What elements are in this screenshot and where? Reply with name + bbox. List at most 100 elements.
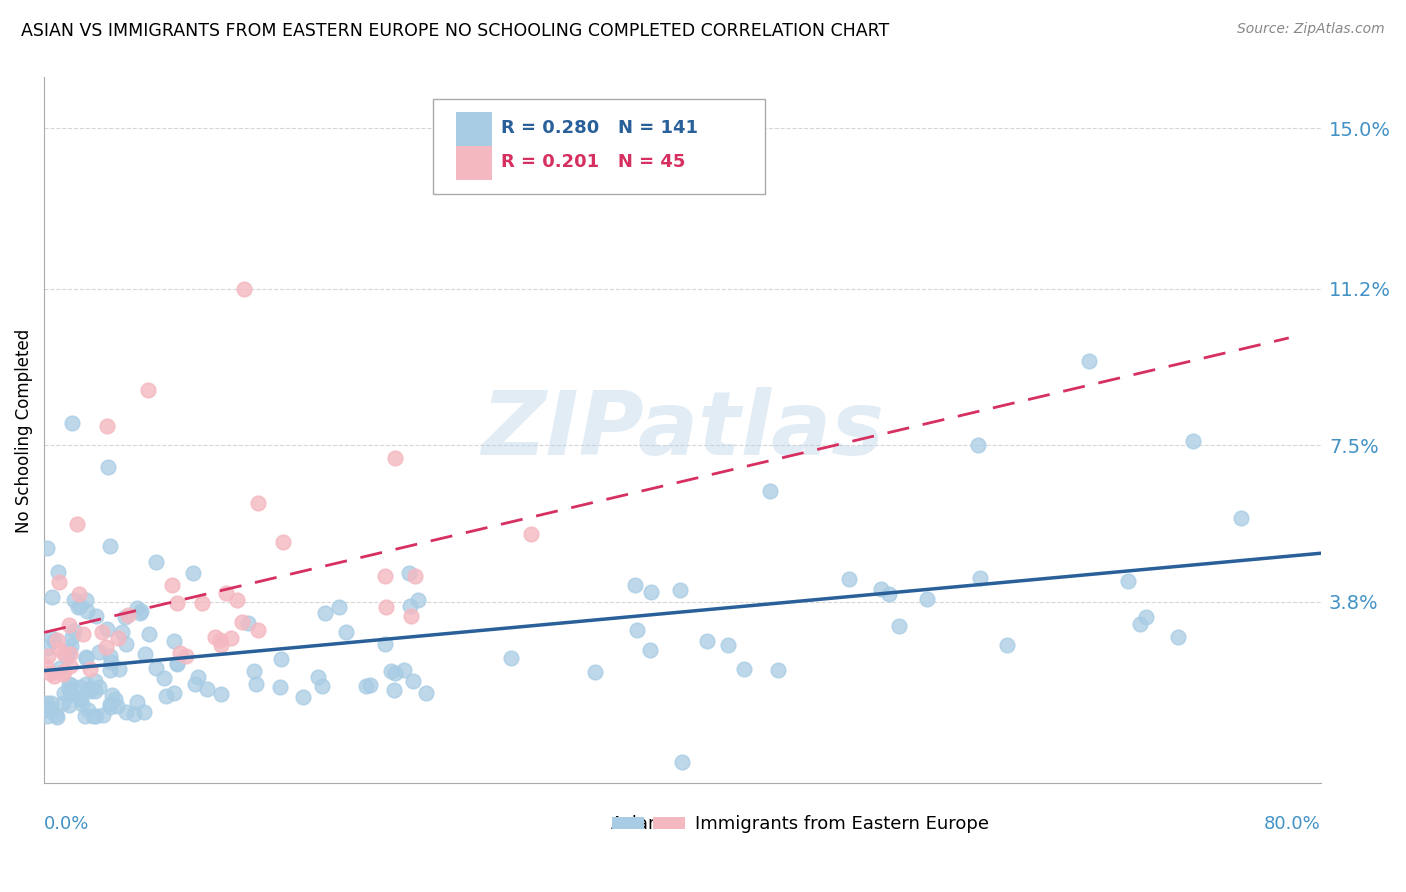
Point [79, 662, 101, 676]
Point [60, 639, 83, 653]
Point [67, 587, 90, 601]
Point [583, 665, 606, 679]
Point [49, 661, 72, 675]
Bar [457, 112, 492, 146]
Point [696, 634, 718, 648]
Point [733, 662, 755, 676]
Point [58, 682, 80, 697]
Point [404, 569, 426, 583]
Point [153, 671, 176, 685]
Point [328, 600, 350, 615]
FancyBboxPatch shape [433, 99, 765, 194]
Point [83, 684, 105, 698]
Point [392, 663, 415, 677]
Point [115, 705, 138, 719]
Point [59, 659, 82, 673]
Point [58, 681, 80, 696]
Point [98, 648, 121, 663]
Point [166, 656, 188, 670]
Text: ASIAN VS IMMIGRANTS FROM EASTERN EUROPE NO SCHOOLING COMPLETED CORRELATION CHART: ASIAN VS IMMIGRANTS FROM EASTERN EUROPE … [21, 22, 890, 40]
Point [41, 704, 63, 718]
Point [58, 644, 80, 658]
Point [246, 496, 269, 510]
Text: Immigrants from Eastern Europe: Immigrants from Eastern Europe [695, 815, 990, 833]
Point [37, 640, 59, 655]
Point [314, 606, 336, 620]
Point [53, 665, 76, 679]
Point [176, 648, 198, 663]
Point [69, 691, 91, 706]
Point [76, 604, 98, 618]
Point [58, 617, 80, 632]
Point [60, 687, 83, 701]
Point [520, 527, 543, 541]
Point [623, 578, 645, 592]
Point [108, 662, 131, 676]
Point [35, 659, 58, 673]
Point [271, 534, 294, 549]
Point [100, 655, 122, 669]
Point [75, 709, 97, 723]
Point [97, 459, 120, 474]
Point [75, 677, 97, 691]
Point [402, 674, 425, 689]
Point [145, 661, 167, 675]
Point [104, 692, 127, 706]
Text: 80.0%: 80.0% [1264, 815, 1320, 833]
Point [889, 619, 911, 633]
Point [82, 709, 104, 723]
Point [291, 690, 314, 704]
Point [307, 670, 329, 684]
Point [98, 539, 121, 553]
Point [100, 699, 122, 714]
Point [169, 646, 191, 660]
Point [915, 591, 938, 606]
Point [311, 679, 333, 693]
Point [1116, 574, 1139, 589]
Point [52, 696, 75, 710]
Point [91, 625, 114, 640]
Point [208, 632, 231, 647]
Text: 0.0%: 0.0% [44, 815, 90, 833]
Point [759, 483, 782, 498]
Point [37, 709, 59, 723]
Point [48, 575, 70, 590]
Point [111, 624, 134, 639]
Point [838, 572, 860, 586]
Point [1129, 617, 1152, 632]
Point [181, 566, 204, 581]
Point [129, 603, 152, 617]
Point [145, 555, 167, 569]
Point [966, 438, 988, 452]
Point [60, 417, 83, 431]
Point [269, 680, 291, 694]
Point [671, 756, 693, 770]
Point [98, 697, 121, 711]
Point [384, 666, 406, 681]
Point [166, 596, 188, 610]
Point [166, 657, 188, 671]
Point [53, 686, 76, 700]
Point [89, 681, 111, 695]
Point [46, 565, 69, 579]
Point [58, 676, 80, 690]
Point [96, 640, 118, 654]
Point [46, 633, 69, 648]
Point [995, 638, 1018, 652]
Point [84, 609, 107, 624]
Point [232, 282, 254, 296]
Point [136, 384, 159, 398]
Point [499, 650, 522, 665]
Point [415, 686, 437, 700]
Point [44, 669, 66, 683]
Point [398, 566, 420, 581]
Point [60, 630, 83, 644]
Point [69, 599, 91, 614]
Point [384, 450, 406, 465]
Point [52, 666, 75, 681]
Point [243, 665, 266, 679]
Point [46, 710, 69, 724]
Point [245, 677, 267, 691]
Point [215, 586, 238, 600]
Point [354, 680, 377, 694]
